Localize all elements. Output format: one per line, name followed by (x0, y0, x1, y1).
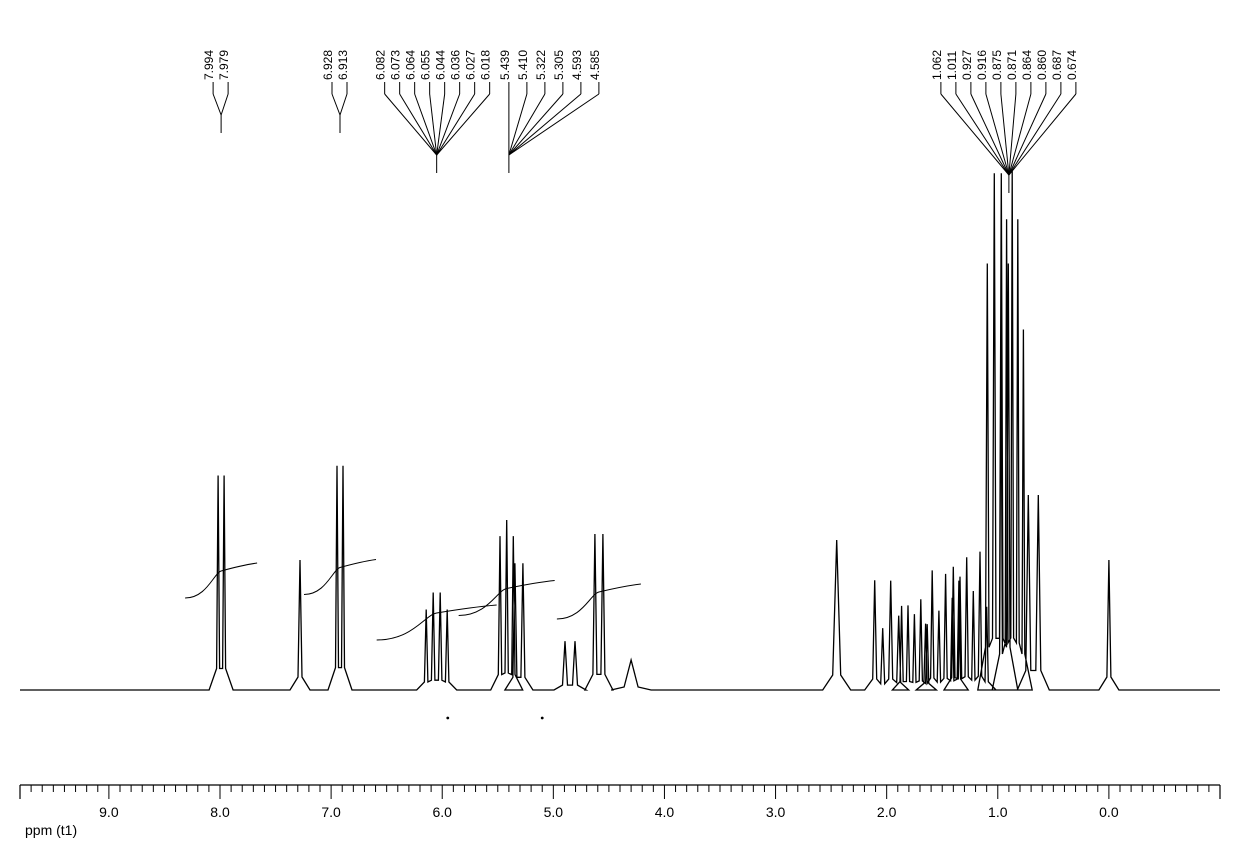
peak-label-leader (221, 94, 228, 115)
peak-label: 6.055 (419, 50, 433, 80)
peak-label-leader (509, 94, 599, 155)
peak-label: 0.875 (990, 50, 1004, 80)
peak-label: 0.674 (1065, 50, 1079, 80)
peak-label: 6.913 (336, 50, 350, 80)
peak-label: 6.036 (449, 50, 463, 80)
peak-label: 6.073 (389, 50, 403, 80)
peak-label: 0.927 (960, 50, 974, 80)
axis-tick-label: 7.0 (321, 804, 341, 820)
integral-curve (185, 563, 257, 598)
peak-label-leader (332, 94, 340, 115)
spectrum-trace (20, 170, 1220, 690)
axis-tick-label: 9.0 (99, 804, 119, 820)
artifact-dot (541, 717, 544, 720)
peak-label: 5.439 (498, 50, 512, 80)
peak-label-leader (437, 94, 445, 155)
peak-label: 7.994 (202, 50, 216, 80)
peak-label: 4.585 (588, 50, 602, 80)
peak-label: 6.082 (374, 50, 388, 80)
peak-label: 0.687 (1050, 50, 1064, 80)
peak-label-leader (437, 94, 475, 155)
axis-tick-label: 3.0 (766, 804, 786, 820)
axis-label: ppm (t1) (25, 822, 77, 838)
peak-label-leader (509, 94, 581, 155)
peak-label-leader (509, 94, 527, 155)
peak-label-leader (385, 94, 437, 155)
axis-tick-label: 6.0 (432, 804, 452, 820)
peak-label-leader (1009, 94, 1061, 175)
axis-tick-label: 0.0 (1099, 804, 1119, 820)
nmr-spectrum-container: 7.9947.979 6.9286.913 6.0826.0736.0646.055… (0, 0, 1240, 862)
axis-tick-label: 1.0 (988, 804, 1008, 820)
nmr-spectrum-svg: 7.9947.979 6.9286.913 6.0826.0736.0646.055… (0, 0, 1240, 862)
integral-curve (459, 581, 555, 616)
axis-tick-label: 4.0 (655, 804, 675, 820)
peak-label: 5.305 (552, 50, 566, 80)
peak-label: 0.871 (1005, 50, 1019, 80)
peak-label: 0.864 (1020, 50, 1034, 80)
peak-label: 6.064 (404, 50, 418, 80)
integral-curve (557, 584, 641, 619)
peak-label-leader (213, 94, 221, 115)
peak-label-leader (971, 94, 1009, 175)
peak-label-leader (340, 94, 347, 115)
peak-label-leader (1009, 94, 1076, 175)
peak-label: 0.916 (975, 50, 989, 80)
peak-label-leader (1001, 94, 1009, 175)
peak-label: 6.018 (479, 50, 493, 80)
peak-label: 6.928 (321, 50, 335, 80)
integral-curve (304, 560, 376, 595)
peak-label-leader (437, 94, 490, 155)
peak-label-leader (941, 94, 1009, 175)
peak-label: 4.593 (570, 50, 584, 80)
axis-tick-label: 8.0 (210, 804, 230, 820)
peak-label: 5.322 (534, 50, 548, 80)
peak-label: 6.027 (464, 50, 478, 80)
peak-label: 1.011 (945, 51, 959, 80)
artifact-dot (446, 717, 449, 720)
axis-tick-label: 5.0 (544, 804, 564, 820)
peak-label-leader (509, 94, 563, 155)
peak-label: 1.062 (930, 50, 944, 80)
peak-label: 0.860 (1035, 50, 1049, 80)
peak-label: 7.979 (217, 50, 231, 80)
axis-tick-label: 2.0 (877, 804, 897, 820)
peak-label: 5.410 (516, 50, 530, 80)
peak-label-leader (956, 94, 1009, 175)
peak-label-leader (509, 94, 545, 155)
peak-label: 6.044 (434, 50, 448, 80)
